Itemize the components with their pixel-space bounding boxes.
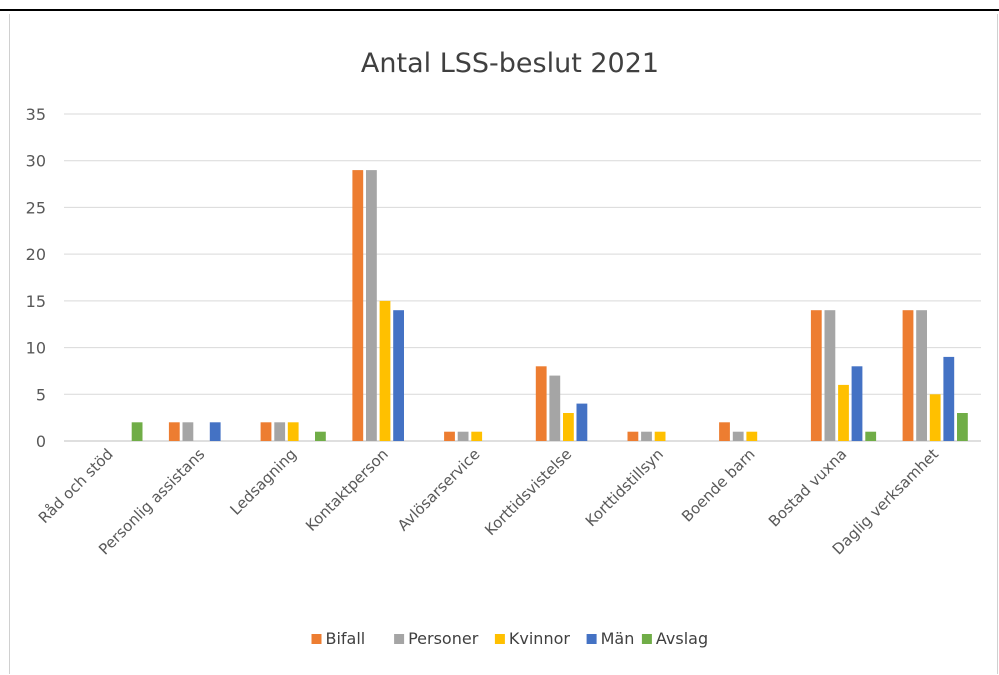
y-tick-label: 10: [26, 339, 46, 358]
bar-personer-8: [824, 310, 836, 441]
y-axis-ticks: 0 5 10 15 20 25 30 35: [26, 105, 46, 451]
bar-personer-9: [916, 310, 927, 441]
bar-personer-3: [366, 170, 377, 441]
y-tick-label: 35: [26, 105, 46, 124]
category-label: Korttidsvistelse: [481, 445, 575, 539]
y-tick-label: 30: [26, 152, 46, 171]
legend-label: Män: [601, 629, 635, 648]
bar-personer-7: [732, 431, 744, 441]
bar-bifall-4: [444, 431, 455, 441]
legend-label: Personer: [408, 629, 479, 648]
legend-swatch-avslag: [641, 634, 652, 644]
bar-personer-5: [549, 375, 561, 441]
chart-title: Antal LSS-beslut 2021: [361, 48, 659, 79]
bar-kvinnor-7: [746, 431, 758, 441]
bar-bifall-6: [627, 431, 639, 441]
top-border-line: [0, 9, 999, 11]
bar-bifall-8: [810, 310, 822, 441]
legend-swatch-m-n: [586, 634, 597, 644]
bar-personer-4: [457, 431, 469, 441]
bar-avslag-2: [315, 431, 326, 441]
legend: Bifall Personer Kvinnor Män Avslag: [311, 629, 708, 648]
bar-m-n-1: [209, 422, 221, 441]
bar-kvinnor-4: [471, 431, 483, 441]
bar-avslag-0: [131, 422, 143, 441]
category-label: Boende barn: [678, 445, 759, 526]
category-label: Kontaktperson: [302, 445, 392, 535]
category-label: Korttidstillsyn: [582, 445, 667, 530]
bar-m-n-8: [851, 366, 863, 441]
bar-avslag-8: [865, 431, 877, 441]
category-label: Råd och stöd: [35, 445, 117, 527]
bars: [131, 170, 968, 441]
bar-personer-6: [641, 431, 652, 441]
legend-label: Kvinnor: [509, 629, 570, 648]
category-label: Avlösarservice: [394, 445, 483, 534]
bar-kvinnor-6: [654, 431, 666, 441]
category-label: Ledsagning: [226, 445, 300, 519]
y-tick-label: 15: [26, 292, 46, 311]
bar-bifall-1: [168, 422, 180, 441]
bar-bifall-9: [902, 310, 914, 441]
bar-kvinnor-2: [287, 422, 299, 441]
bar-bifall-5: [535, 366, 547, 441]
bar-avslag-9: [957, 413, 968, 441]
legend-label: Avslag: [656, 629, 708, 648]
chart-frame: [9, 14, 998, 674]
bar-bifall-7: [719, 422, 730, 441]
legend-label: Bifall: [326, 629, 366, 648]
bar-m-n-5: [576, 403, 588, 441]
legend-swatch-kvinnor: [494, 634, 505, 644]
bar-bifall-2: [260, 422, 272, 441]
bar-bifall-3: [352, 170, 364, 441]
legend-swatch-personer: [394, 634, 405, 644]
bar-kvinnor-3: [379, 300, 391, 441]
category-label: Bostad vuxna: [765, 445, 850, 530]
bar-m-n-3: [393, 310, 404, 441]
legend-swatch-bifall: [311, 634, 322, 644]
bar-m-n-9: [943, 356, 955, 441]
y-tick-label: 0: [36, 432, 46, 451]
bar-kvinnor-5: [563, 413, 574, 441]
bar-personer-1: [182, 422, 194, 441]
y-tick-label: 25: [26, 198, 46, 217]
bar-kvinnor-8: [838, 384, 849, 441]
y-tick-label: 20: [26, 245, 46, 264]
y-tick-label: 5: [36, 385, 46, 404]
bar-kvinnor-9: [929, 394, 941, 441]
bar-personer-2: [274, 422, 286, 441]
